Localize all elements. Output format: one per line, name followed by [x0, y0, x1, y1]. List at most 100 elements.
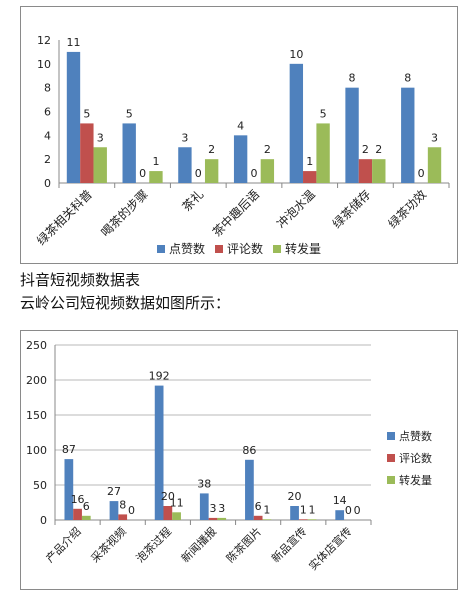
bar-2 [358, 159, 373, 183]
x-category-label: 喝茶的步骤 [98, 187, 151, 240]
data-label: 0 [251, 167, 258, 180]
data-label: 27 [107, 485, 121, 498]
x-category-label: 茶中趣后语 [209, 187, 262, 240]
bar-1 [154, 385, 164, 520]
legend-swatch-3 [273, 245, 281, 253]
bar-3 [372, 159, 386, 183]
bar-3 [307, 519, 317, 520]
y-tick-label: 200 [26, 374, 47, 387]
data-label: 8 [119, 498, 126, 511]
data-label: 3 [218, 502, 225, 515]
x-category-label: 产品介绍 [43, 524, 84, 565]
x-category-label: 绿茶功效 [385, 187, 430, 232]
bar-2 [80, 123, 94, 183]
bar-1 [178, 147, 192, 183]
bar-2 [208, 517, 218, 520]
bar-3 [262, 519, 272, 520]
data-label: 3 [181, 131, 188, 144]
x-category-label: 绿茶相关科普 [33, 187, 95, 249]
data-label: 0 [345, 504, 352, 517]
bar-3 [427, 147, 442, 183]
data-label: 14 [333, 494, 347, 507]
data-label: 6 [83, 500, 90, 513]
bar-3 [172, 512, 181, 520]
bar-3 [260, 159, 275, 183]
bar-2 [253, 515, 263, 520]
legend-label-3: 转发量 [399, 473, 432, 487]
y-tick-label: 10 [37, 58, 51, 71]
data-label: 1 [306, 155, 313, 168]
y-tick-label: 100 [26, 444, 47, 457]
x-category-label: 新闻播报 [178, 524, 219, 565]
bar-1 [290, 506, 299, 520]
data-label: 11 [170, 496, 184, 509]
data-label: 87 [62, 443, 76, 456]
bar-1 [122, 123, 136, 183]
data-label: 0 [128, 504, 135, 517]
bar-2 [163, 506, 173, 520]
data-label: 5 [320, 107, 327, 120]
y-tick-label: 6 [44, 106, 51, 119]
x-category-label: 泡茶过程 [133, 524, 174, 565]
data-label: 0 [418, 167, 425, 180]
data-label: 3 [97, 131, 104, 144]
data-label: 16 [71, 493, 85, 506]
bar-3 [204, 159, 219, 183]
legend-label-1: 点赞数 [399, 430, 432, 443]
legend-swatch-3 [387, 476, 395, 484]
bar-2 [303, 171, 317, 183]
bar-3 [217, 517, 227, 520]
data-label: 4 [237, 119, 244, 132]
legend-label-1: 点赞数 [169, 241, 205, 256]
bar-1 [64, 459, 74, 520]
data-label: 11 [66, 36, 80, 49]
caption-line-2: 云岭公司短视频数据如图所示： [20, 294, 231, 312]
data-label: 20 [161, 490, 175, 503]
legend-swatch-1 [387, 432, 395, 440]
data-label: 192 [149, 370, 170, 383]
data-label: 1 [152, 155, 159, 168]
legend-label-2: 评论数 [227, 241, 263, 256]
y-tick-label: 4 [44, 129, 51, 142]
bar-1 [401, 87, 415, 183]
y-tick-label: 0 [40, 514, 47, 527]
x-category-label: 绿茶储存 [329, 187, 374, 232]
data-label: 8 [349, 72, 356, 85]
data-label: 3 [210, 502, 217, 515]
legend-label-2: 评论数 [399, 451, 432, 465]
legend-swatch-2 [215, 245, 223, 253]
legend-swatch-1 [157, 245, 165, 253]
data-label: 0 [139, 167, 146, 180]
data-label: 1 [263, 503, 270, 516]
bar-1 [335, 510, 345, 520]
data-label: 5 [83, 107, 90, 120]
bar-2 [298, 519, 308, 520]
chart-1-frame: 0 2 4 6 8 10 12 11 5 3 绿茶相关科普 5 0 1 喝茶的步骤 3 0 2 茶礼 4 0 2 茶中趣后语… [20, 6, 458, 264]
data-label: 38 [197, 477, 211, 490]
bar-1 [233, 135, 248, 183]
y-tick-label: 0 [44, 177, 51, 190]
data-label: 20 [288, 490, 302, 503]
bar-2 [118, 514, 128, 520]
legend-swatch-2 [387, 454, 395, 462]
x-category-label: 采茶视频 [88, 524, 129, 565]
legend-label-3: 转发量 [285, 241, 321, 256]
y-tick-label: 150 [26, 409, 47, 422]
bar-2 [73, 508, 82, 520]
data-label: 0 [354, 504, 361, 517]
data-label: 10 [289, 48, 303, 61]
y-tick-label: 2 [44, 153, 51, 166]
data-label: 1 [309, 503, 316, 516]
x-category-label: 冲泡水温 [273, 187, 318, 232]
bar-1 [245, 459, 254, 520]
data-label: 6 [255, 500, 262, 513]
y-tick-label: 250 [26, 339, 47, 352]
data-label: 86 [242, 444, 256, 457]
bar-1 [109, 501, 119, 520]
x-category-label: 陈茶图片 [223, 524, 264, 565]
data-label: 8 [404, 72, 411, 85]
data-label: 2 [375, 143, 382, 156]
bar-3 [316, 123, 330, 183]
